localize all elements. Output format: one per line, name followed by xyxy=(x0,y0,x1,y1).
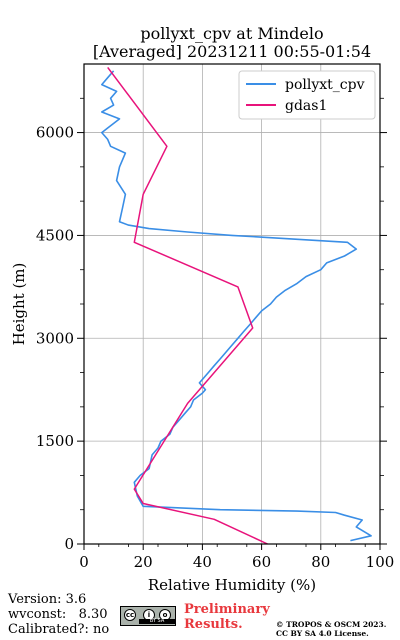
x-tick-label: 60 xyxy=(252,553,271,571)
x-axis-label: Relative Humidity (%) xyxy=(148,576,316,594)
series-line-gdas1 xyxy=(107,66,268,545)
wvconst-text: wvconst: 8.30 xyxy=(8,607,108,622)
copyright-line1: © TROPOS & OSCM 2023. xyxy=(276,620,387,629)
x-tick-label: 80 xyxy=(311,553,330,571)
x-tick-label: 40 xyxy=(193,553,212,571)
y-axis-label: Height (m) xyxy=(10,263,28,346)
preliminary-line2: Results. xyxy=(184,617,243,632)
legend-label-pollyxt: pollyxt_cpv xyxy=(285,77,365,93)
calibrated-text: Calibrated?: no xyxy=(8,622,110,637)
version-text: Version: 3.6 xyxy=(8,592,87,607)
cc-badge-text: BY SA xyxy=(139,619,175,624)
chart-canvas: pollyxt_cpv at Mindelo [Averaged] 202312… xyxy=(10,24,395,594)
cc-license-icon: cc i o BY SA xyxy=(120,606,176,626)
x-tick-label: 0 xyxy=(79,553,89,571)
grid-lines xyxy=(83,64,381,545)
info-block: Version: 3.6 wvconst: 8.30 Calibrated?: … xyxy=(8,592,109,637)
x-tick-label: 100 xyxy=(366,553,395,571)
plot-frame xyxy=(83,63,381,545)
legend: pollyxt_cpv gdas1 xyxy=(238,70,376,120)
sa-circle-icon: o xyxy=(159,609,171,621)
preliminary-notice: Preliminary Results. xyxy=(184,602,270,632)
y-tick-label: 4500 xyxy=(36,226,74,244)
chart-title: pollyxt_cpv at Mindelo xyxy=(140,24,323,43)
x-tick-label: 20 xyxy=(134,553,153,571)
y-tick-label: 0 xyxy=(64,535,74,553)
y-tick-label: 1500 xyxy=(36,432,74,450)
cc-circle-icon: cc xyxy=(124,609,136,621)
y-tick-label: 6000 xyxy=(36,124,74,142)
preliminary-line1: Preliminary xyxy=(184,602,270,617)
legend-label-gdas1: gdas1 xyxy=(285,98,327,114)
copyright-notice: © TROPOS & OSCM 2023. CC BY SA 4.0 Licen… xyxy=(276,620,386,638)
y-tick-label: 3000 xyxy=(36,329,74,347)
series-line-pollyxt_cpv xyxy=(101,70,372,542)
chart-subtitle: [Averaged] 20231211 00:55-01:54 xyxy=(93,42,371,61)
copyright-line2: CC BY SA 4.0 License. xyxy=(276,629,369,638)
